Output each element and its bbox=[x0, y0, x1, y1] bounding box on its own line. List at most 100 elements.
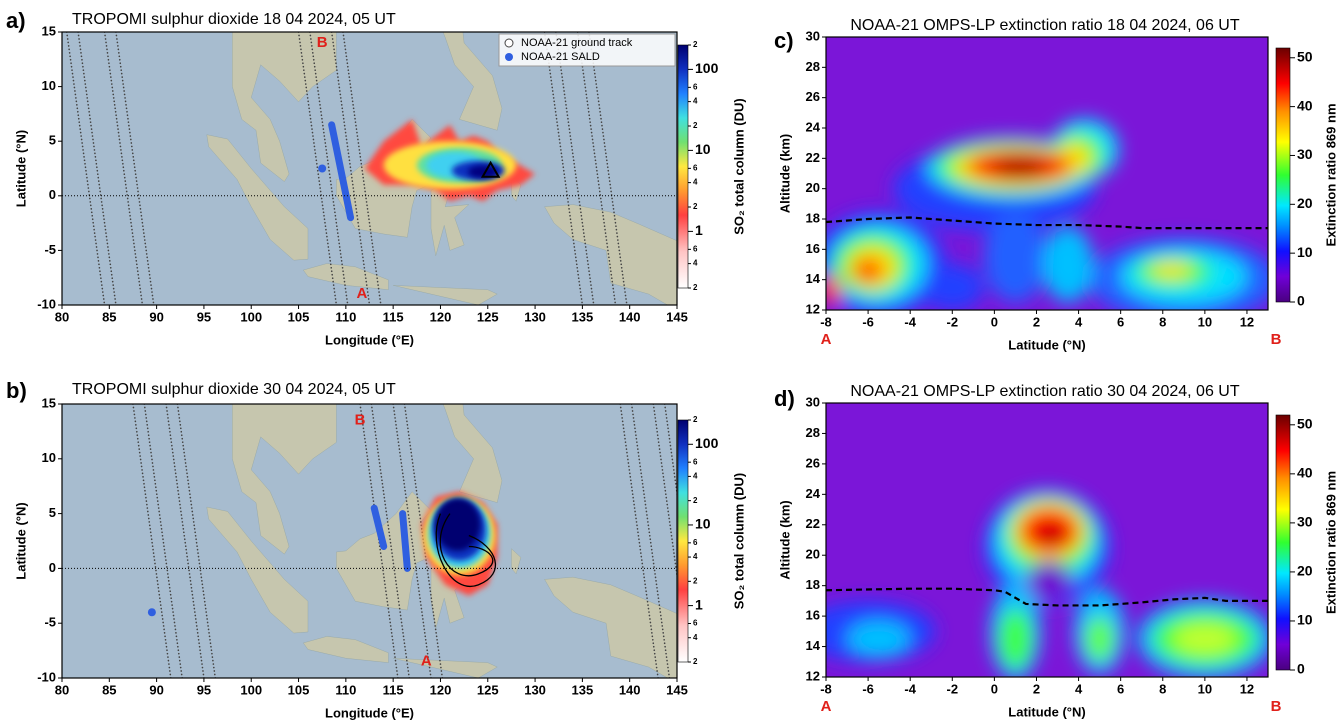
plot-frame bbox=[61, 403, 678, 679]
heat-blob bbox=[1084, 616, 1115, 662]
x-tick-label: -8 bbox=[820, 681, 832, 696]
ground-track bbox=[115, 32, 155, 305]
x-tick-label: 12 bbox=[1240, 314, 1254, 329]
x-tick-label: 135 bbox=[572, 682, 594, 697]
ground-track bbox=[103, 32, 144, 305]
heatmap-field bbox=[826, 489, 1268, 677]
panel-label: d) bbox=[774, 386, 795, 411]
heat-blob bbox=[826, 275, 841, 306]
colorbar-tick-label: 30 bbox=[1297, 146, 1313, 162]
colorbar-tick-label: 2 bbox=[693, 121, 698, 130]
colorbar-tick-label: 6 bbox=[693, 82, 698, 91]
colorbar-label: SO₂ total column (DU) bbox=[731, 98, 746, 235]
x-tick-label: 12 bbox=[1240, 681, 1254, 696]
colorbar-tick-label: 50 bbox=[1297, 48, 1313, 64]
panel: B A NOAA-21 ground track NOAA-21 SALD 80 85 90… bbox=[6, 8, 746, 348]
colorbar bbox=[677, 44, 689, 289]
x-tick-label: 120 bbox=[430, 309, 452, 324]
colorbar-tick-label: 40 bbox=[1297, 97, 1313, 113]
y-tick-label: -10 bbox=[37, 669, 56, 684]
y-axis-label: Latitude (°N) bbox=[13, 130, 28, 207]
colorbar bbox=[677, 419, 689, 663]
x-axis-label: Longitude (°E) bbox=[325, 332, 414, 347]
legend-entry: NOAA-21 SALD bbox=[521, 51, 600, 63]
y-tick-label: 15 bbox=[42, 395, 56, 410]
plot-frame bbox=[825, 36, 1269, 311]
track-end-label: B bbox=[1271, 331, 1282, 348]
sald-point bbox=[147, 608, 156, 617]
sald bbox=[370, 504, 388, 550]
y-tick-label: 18 bbox=[806, 577, 820, 592]
ground-track bbox=[176, 404, 217, 678]
y-tick-label: 26 bbox=[806, 455, 820, 470]
y-tick-label: -5 bbox=[44, 615, 56, 630]
panel-label: a) bbox=[6, 8, 26, 33]
x-tick-label: 6 bbox=[1117, 314, 1124, 329]
colorbar-tick-label: 6 bbox=[693, 244, 698, 253]
ground-track bbox=[588, 32, 628, 305]
colorbar-tick-label: 1 bbox=[695, 596, 703, 612]
x-tick-label: 85 bbox=[102, 309, 116, 324]
land bbox=[206, 506, 309, 634]
ground-track bbox=[555, 32, 595, 305]
y-tick-label: 20 bbox=[806, 180, 820, 195]
y-tick-label: 22 bbox=[806, 150, 820, 165]
y-tick-label: 16 bbox=[806, 608, 820, 623]
x-tick-label: -2 bbox=[947, 314, 959, 329]
colorbar-tick-label: 4 bbox=[693, 633, 698, 642]
y-tick-label: 28 bbox=[806, 59, 820, 74]
plot-area bbox=[62, 404, 677, 678]
y-tick-label: -10 bbox=[37, 296, 56, 311]
land bbox=[302, 636, 389, 663]
ground-track bbox=[65, 32, 106, 305]
x-tick-label: 105 bbox=[288, 682, 310, 697]
heatmap-field bbox=[826, 118, 1268, 310]
colorbar-tick-label: 4 bbox=[693, 259, 698, 268]
x-tick-label: -4 bbox=[904, 314, 916, 329]
colorbar bbox=[1275, 47, 1291, 303]
colorbar-tick-label: 4 bbox=[693, 471, 698, 480]
y-tick-label: 18 bbox=[806, 210, 820, 225]
y-tick-label: 30 bbox=[806, 394, 820, 409]
x-tick-label: 4 bbox=[1075, 681, 1083, 696]
y-tick-label: 0 bbox=[49, 560, 56, 575]
y-tick-label: 14 bbox=[806, 638, 821, 653]
x-tick-label: 125 bbox=[477, 309, 499, 324]
colorbar-tick-label: 10 bbox=[695, 516, 711, 532]
track-end-label: B bbox=[317, 34, 328, 51]
y-tick-label: 28 bbox=[806, 425, 820, 440]
x-tick-label: -8 bbox=[820, 314, 832, 329]
colorbar-tick-label: 6 bbox=[693, 619, 698, 628]
plot-area bbox=[826, 403, 1268, 677]
x-tick-label: 110 bbox=[335, 682, 356, 697]
track-end-label: B bbox=[1271, 698, 1282, 715]
colorbar-tick-label: 4 bbox=[693, 97, 698, 106]
colorbar-tick-label: 6 bbox=[693, 538, 698, 547]
ground-track bbox=[309, 32, 349, 305]
colorbar-tick-label: 30 bbox=[1297, 514, 1313, 530]
x-tick-label: 130 bbox=[524, 682, 546, 697]
land bbox=[442, 404, 503, 503]
heat-blob bbox=[992, 158, 1047, 177]
panel-label: c) bbox=[774, 28, 794, 53]
colorbar-tick-label: 0 bbox=[1297, 293, 1305, 309]
colorbar-tick-label: 2 bbox=[693, 657, 698, 666]
y-tick-label: 30 bbox=[806, 28, 820, 43]
x-axis-label: Latitude (°N) bbox=[1008, 704, 1085, 719]
x-tick-label: 0 bbox=[991, 681, 998, 696]
so2-plume-core bbox=[434, 498, 481, 551]
y-tick-label: 24 bbox=[806, 119, 821, 134]
ground-track bbox=[663, 404, 677, 499]
y-tick-label: 22 bbox=[806, 516, 820, 531]
track-end-label: A bbox=[357, 285, 368, 302]
land bbox=[544, 576, 677, 678]
y-axis-label: Altitude (km) bbox=[777, 134, 792, 213]
y-tick-label: 26 bbox=[806, 89, 820, 104]
chart-title: NOAA-21 OMPS-LP extinction ratio 30 04 2… bbox=[850, 383, 1239, 400]
ground-track bbox=[143, 404, 183, 678]
contour bbox=[435, 513, 497, 588]
contour bbox=[439, 513, 494, 577]
x-tick-label: 80 bbox=[55, 682, 69, 697]
x-tick-label: -6 bbox=[862, 314, 874, 329]
x-tick-label: 90 bbox=[149, 682, 163, 697]
